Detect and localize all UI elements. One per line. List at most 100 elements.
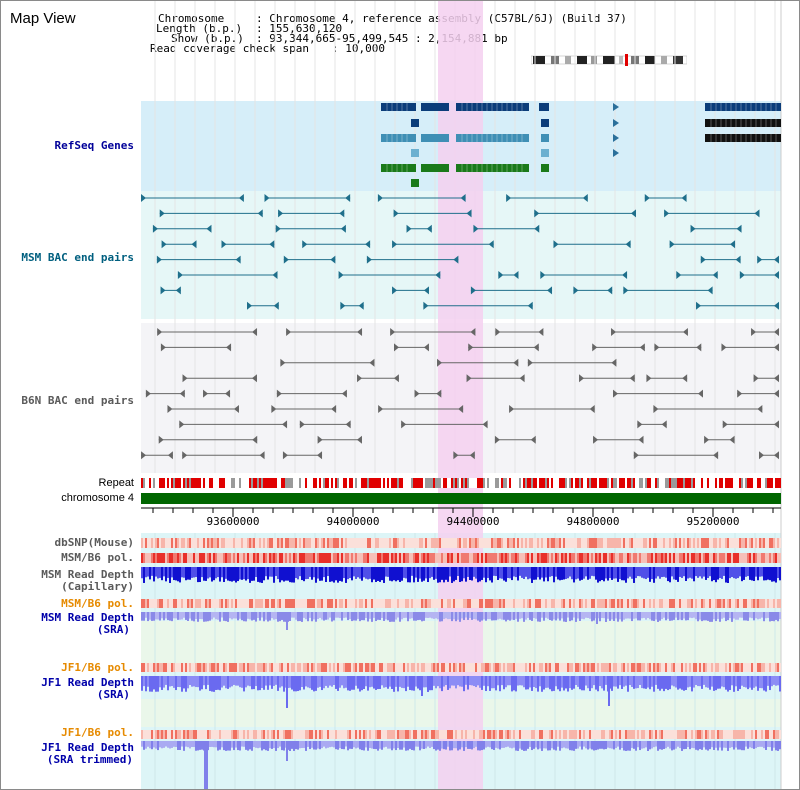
msm-capillary-depth xyxy=(545,567,547,578)
msm-pol-band xyxy=(437,599,439,608)
msm-capillary-depth xyxy=(661,567,663,578)
jf1-pol-band xyxy=(187,663,189,672)
msm-sra-depth xyxy=(319,612,321,618)
msm-sra-depth xyxy=(511,612,513,620)
jf1-trimmed-depth-spike xyxy=(204,741,208,789)
jf1-sra-depth xyxy=(393,676,395,692)
label-msm-b6-pol[interactable]: MSM/B6 pol. xyxy=(61,551,134,564)
msm-pol-band xyxy=(265,553,267,563)
msm-sra-depth xyxy=(627,612,629,619)
repeat-band xyxy=(337,478,339,488)
label-dbsnp[interactable]: dbSNP(Mouse) xyxy=(54,536,134,549)
msm-pol-band xyxy=(643,599,645,608)
label-msm-depth-capillary[interactable]: MSM Read Depth xyxy=(41,568,134,581)
label-msm-b6-pol-2[interactable]: MSM/B6 pol. xyxy=(61,597,134,610)
jf1-pol-band xyxy=(457,730,459,739)
jf1-trimmed-depth xyxy=(709,741,711,750)
repeat-band xyxy=(427,478,429,488)
msm-capillary-depth xyxy=(363,567,365,578)
jf1-pol-band xyxy=(395,730,397,739)
msm-pol-band xyxy=(423,553,425,563)
label-jf1-b6-pol[interactable]: JF1/B6 pol. xyxy=(61,661,134,674)
jf1-pol-band xyxy=(723,663,725,672)
b6n-bac-pair-end xyxy=(646,374,652,383)
jf1-pol-band xyxy=(755,730,757,739)
repeat-band xyxy=(431,478,433,488)
jf1-pol-band xyxy=(709,663,711,672)
dbsnp-band xyxy=(685,538,687,548)
repeat-band xyxy=(263,478,265,488)
msm-sra-depth xyxy=(545,612,547,618)
jf1-pol-band xyxy=(397,663,399,672)
gene-exon xyxy=(539,103,549,111)
msm-capillary-depth xyxy=(221,567,223,578)
axis-tick-label: 94800000 xyxy=(566,515,620,528)
jf1-pol-band xyxy=(369,663,371,672)
msm-pol-band xyxy=(607,553,609,563)
label-refseq-genes[interactable]: RefSeq Genes xyxy=(54,139,134,152)
msm-sra-depth xyxy=(165,612,167,619)
msm-pol-band xyxy=(317,553,319,563)
msm-pol-band xyxy=(349,599,351,608)
jf1-pol-band xyxy=(481,730,483,739)
jf1-trimmed-depth xyxy=(519,741,521,749)
jf1-pol-band xyxy=(305,730,307,739)
msm-sra-depth xyxy=(577,612,579,619)
repeat-band xyxy=(441,478,443,488)
msm-capillary-depth xyxy=(415,567,417,578)
repeat-band xyxy=(445,478,447,488)
dbsnp-band xyxy=(727,538,729,548)
msm-capillary-depth xyxy=(345,567,347,583)
msm-pol-band xyxy=(299,553,301,563)
jf1-pol-band xyxy=(381,663,383,672)
jf1-pol-band xyxy=(157,730,159,739)
label-jf1-depth-trimmed[interactable]: JF1 Read Depth xyxy=(41,741,134,754)
msm-pol-band xyxy=(287,553,289,563)
jf1-sra-depth xyxy=(161,676,163,690)
dbsnp-band xyxy=(641,538,643,548)
msm-pol-band xyxy=(269,553,271,563)
repeat-band xyxy=(259,478,261,488)
msm-capillary-depth xyxy=(549,567,551,577)
jf1-sra-depth xyxy=(473,676,475,687)
dbsnp-band xyxy=(161,538,163,548)
msm-sra-depth xyxy=(675,612,677,618)
label-jf1-b6-pol-2[interactable]: JF1/B6 pol. xyxy=(61,726,134,739)
dbsnp-band xyxy=(203,538,205,548)
msm-pol-band xyxy=(391,553,393,563)
repeat-band xyxy=(671,478,673,488)
jf1-pol-band xyxy=(317,663,319,672)
repeat-band xyxy=(519,478,521,488)
repeat-band xyxy=(375,478,377,488)
msm-pol-band xyxy=(625,599,627,608)
msm-pol-band xyxy=(735,553,737,563)
jf1-sra-depth xyxy=(555,676,557,687)
label-msm-depth-sra-sub: (SRA) xyxy=(96,623,130,636)
msm-pol-band xyxy=(615,599,617,608)
msm-pol-band xyxy=(331,553,333,563)
jf1-pol-band xyxy=(445,663,447,672)
jf1-trimmed-depth-spike xyxy=(286,741,288,761)
repeat-band xyxy=(635,478,637,488)
repeat-band xyxy=(327,478,329,488)
msm-pol-band xyxy=(495,553,497,563)
label-msm-bac[interactable]: MSM BAC end pairs xyxy=(21,251,134,264)
msm-pol-band xyxy=(529,599,531,608)
jf1-pol-band xyxy=(253,663,255,672)
show-label: Show (b.p.) xyxy=(171,32,244,45)
jf1-sra-depth xyxy=(303,676,305,690)
msm-sra-depth xyxy=(365,612,367,619)
repeat-band xyxy=(203,478,205,488)
label-jf1-depth-sra[interactable]: JF1 Read Depth xyxy=(41,676,134,689)
jf1-trimmed-depth xyxy=(297,741,299,750)
jf1-pol-band xyxy=(203,663,205,672)
dbsnp-band xyxy=(455,538,457,548)
jf1-pol-band xyxy=(657,663,659,672)
label-msm-depth-sra[interactable]: MSM Read Depth xyxy=(41,611,134,624)
msm-pol-band xyxy=(337,599,339,608)
msm-pol-band xyxy=(159,599,161,608)
label-b6n-bac[interactable]: B6N BAC end pairs xyxy=(21,394,134,407)
jf1-sra-depth xyxy=(175,676,177,691)
jf1-sra-depth xyxy=(621,676,623,689)
